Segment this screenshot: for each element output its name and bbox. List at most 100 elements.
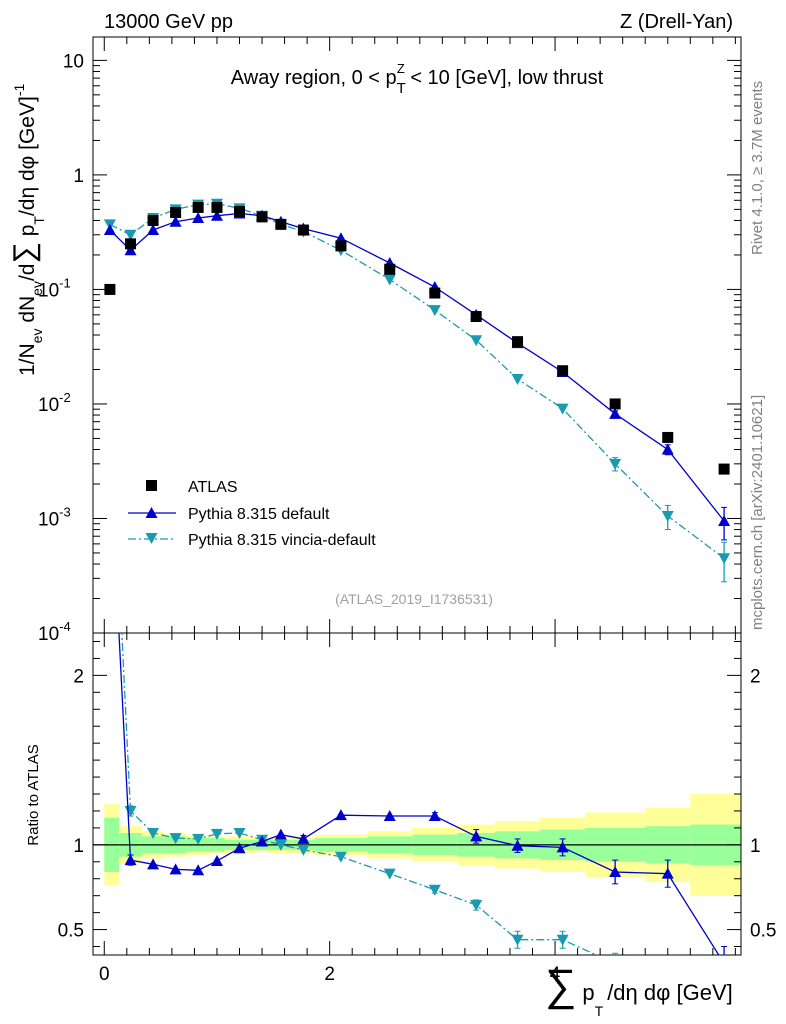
x-tick-label: 2	[324, 964, 335, 985]
ratio-point-vincia	[511, 934, 524, 946]
ratio-point-default	[124, 854, 137, 866]
ratio-panel: 0 2 4 0.5 0.5 1 1 2 2 Ratio to ATLAS ∑ pT/dη dφ […	[25, 382, 776, 1019]
ratio-point-vincia	[556, 934, 569, 946]
data-point-default	[609, 407, 622, 419]
y-tick-label: 10	[63, 51, 84, 72]
analysis-reference: (ATLAS_2019_I1736531)	[335, 591, 493, 607]
x-axis-label: ∑ pT/dη dφ [GeV]	[545, 961, 733, 1019]
ratio-point-vincia	[210, 828, 223, 840]
ratio-point-default	[334, 809, 347, 821]
y-axis-label: 1/Nev dNev/d∑ pT/dη dφ [GeV]-1	[8, 83, 47, 376]
data-point-default	[718, 515, 731, 527]
ratio-point-default	[233, 842, 246, 854]
data-point-atlas	[718, 463, 730, 475]
ratio-point-default	[274, 828, 287, 840]
data-point-vincia	[124, 229, 137, 241]
ratio-point-default	[556, 841, 569, 853]
legend-label-vincia: Pythia 8.315 vincia-default	[188, 532, 376, 549]
main-panel: 10-4 10-3 10-2 10-1 1 10 Away region, 0 < pTZ…	[8, 36, 742, 645]
legend-entry-default: Pythia 8.315 default	[128, 506, 330, 523]
data-point-vincia	[609, 458, 622, 470]
header-right: Z (Drell-Yan)	[620, 11, 733, 33]
data-point-atlas	[211, 201, 223, 213]
header-left: 13000 GeV pp	[104, 11, 233, 33]
legend: ATLAS Pythia 8.315 default Pythia 8.315 …	[128, 479, 376, 549]
ratio-point-vincia	[428, 884, 441, 896]
data-point-atlas	[104, 283, 116, 295]
ratio-y-tick-label-right: 1	[750, 836, 761, 857]
ratio-point-vincia	[383, 868, 396, 880]
ratio-point-vincia	[104, 382, 116, 393]
data-point-atlas	[384, 263, 396, 275]
legend-label-atlas: ATLAS	[188, 479, 238, 496]
data-point-vincia	[470, 335, 483, 347]
ratio-point-vincia	[274, 839, 287, 851]
data-point-atlas	[297, 224, 309, 236]
data-point-atlas	[335, 240, 347, 252]
data-point-atlas	[192, 201, 204, 213]
ratio-point-default	[192, 864, 205, 876]
data-point-vincia	[428, 305, 441, 317]
data-point-atlas	[557, 365, 569, 377]
ratio-point-default	[428, 810, 441, 822]
ratio-y-tick-label: 1	[73, 836, 84, 857]
ratio-y-tick-label-right: 0.5	[750, 921, 776, 942]
ratio-point-vincia	[192, 833, 205, 845]
ratio-panel-frame	[92, 632, 742, 956]
data-point-vincia	[383, 274, 396, 286]
data-point-vincia	[556, 403, 569, 415]
x-tick-label: 0	[99, 964, 110, 985]
ratio-point-default	[470, 830, 483, 842]
ratio-point-vincia	[147, 827, 160, 839]
data-point-atlas	[512, 336, 524, 348]
y-tick-label: 1	[73, 166, 84, 187]
legend-marker-default	[145, 507, 158, 518]
data-point-default	[147, 224, 160, 236]
ratio-y-label: Ratio to ATLAS	[25, 744, 42, 845]
data-point-atlas	[470, 311, 482, 323]
data-point-atlas	[147, 214, 159, 226]
y-tick-label: 10-1	[38, 275, 71, 301]
ratio-point-default	[609, 865, 622, 877]
x-tick-label: 4	[550, 964, 561, 985]
data-point-atlas	[662, 431, 674, 443]
ratio-point-default	[147, 858, 160, 870]
legend-marker-vincia	[145, 533, 158, 544]
data-point-atlas	[429, 287, 441, 299]
ratio-point-vincia	[124, 805, 137, 817]
data-point-default	[169, 215, 182, 227]
y-tick-label: 10-2	[38, 390, 71, 416]
ratio-point-default	[169, 863, 182, 875]
data-point-default	[210, 209, 223, 221]
legend-label-default: Pythia 8.315 default	[188, 506, 330, 523]
data-point-default	[661, 443, 674, 455]
y-tick-label: 10-4	[38, 619, 71, 645]
ratio-point-default	[661, 867, 674, 879]
data-point-vincia	[718, 553, 731, 565]
ratio-point-vincia	[609, 958, 621, 969]
ratio-point-default	[104, 449, 116, 460]
data-point-atlas	[609, 398, 621, 410]
legend-marker-atlas	[146, 480, 157, 491]
svg-text:1/Nev dNev/d∑ pT/dη dφ [GeV]-: 1/Nev dNev/d∑ pT/dη dφ [GeV]-1	[8, 83, 47, 376]
ratio-point-default	[210, 854, 223, 866]
data-point-atlas	[256, 211, 268, 223]
legend-entry-vincia: Pythia 8.315 vincia-default	[128, 532, 376, 549]
ratio-point-vincia	[470, 900, 483, 912]
data-point-default	[192, 212, 205, 224]
mcplots-label: mcplots.cern.ch [arXiv:2401.10621]	[749, 395, 766, 630]
ratio-point-default	[718, 957, 730, 968]
ratio-point-vincia	[297, 844, 310, 856]
legend-entry-atlas: ATLAS	[146, 479, 238, 496]
data-point-vincia	[511, 374, 524, 386]
ratio-point-vincia	[233, 827, 246, 839]
data-point-default	[103, 224, 116, 236]
y-tick-label: 10-3	[38, 504, 71, 530]
data-point-atlas	[275, 218, 287, 230]
data-point-atlas	[125, 238, 137, 250]
ratio-y-tick-label-right: 2	[750, 666, 761, 687]
ratio-line-vincia	[121, 633, 598, 955]
panel-title: Away region, 0 < pTZ < 10 [GeV], low thr…	[231, 61, 604, 97]
ratio-y-tick-label: 2	[73, 666, 84, 687]
ratio-point-default	[256, 835, 269, 847]
